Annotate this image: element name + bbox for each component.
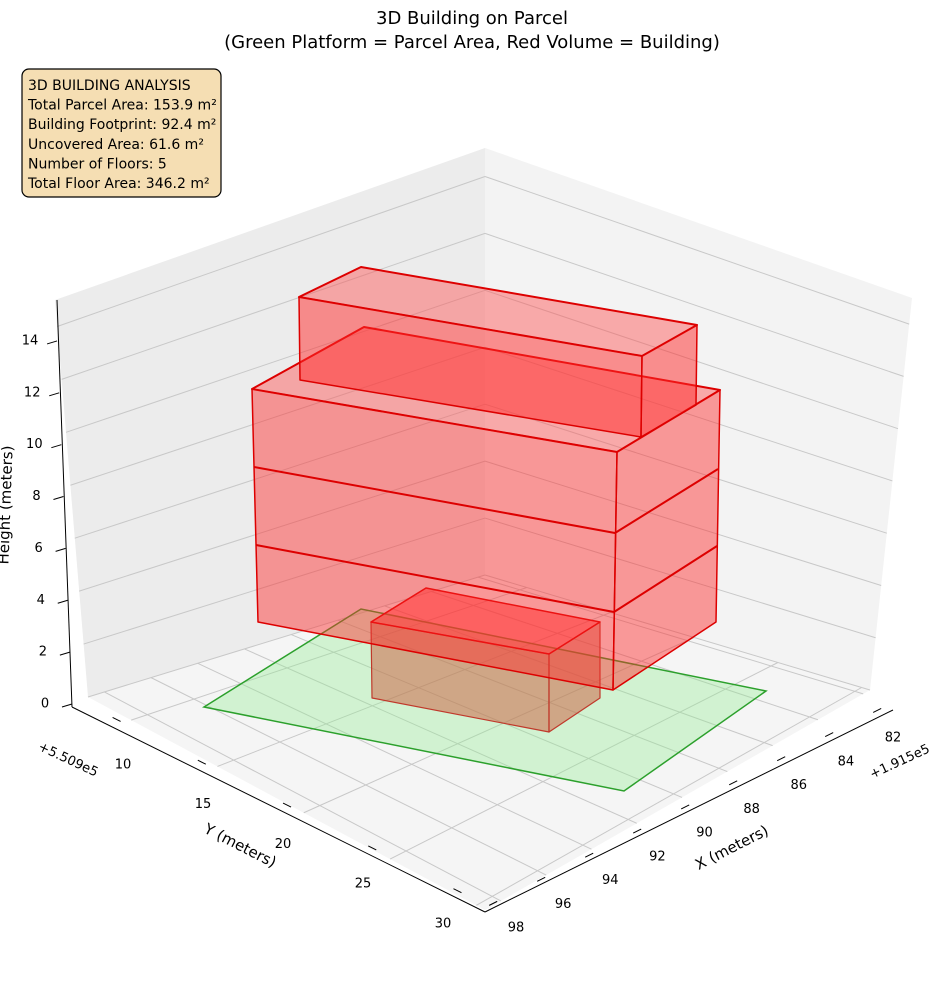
- z-tick: [57, 599, 68, 604]
- y-tick: [112, 716, 121, 722]
- grid-line: [476, 687, 862, 906]
- z-tick-label: 4: [37, 593, 45, 608]
- y-tick-label: 10: [115, 757, 132, 772]
- z-axis-label: Height (meters): [0, 445, 17, 565]
- x-tick-label: 82: [885, 731, 902, 746]
- annotation-box: 3D BUILDING ANALYSIS Total Parcel Area: 1…: [21, 68, 222, 198]
- y-axis-label: Y (meters): [200, 819, 279, 871]
- x-tick: [536, 876, 546, 882]
- annotation-line: Uncovered Area: 61.6 m²: [28, 137, 204, 153]
- x-tick-label: 88: [743, 802, 760, 817]
- right-pane: [485, 148, 912, 690]
- x-tick: [488, 900, 498, 906]
- grid-line: [79, 460, 486, 592]
- z-tick-label: 12: [24, 385, 41, 400]
- x-tick: [680, 804, 690, 810]
- grid-line: [484, 232, 904, 377]
- building-face: [640, 324, 698, 438]
- z-tick-label: 10: [26, 437, 43, 452]
- z-tick: [49, 392, 60, 397]
- building: [251, 266, 721, 733]
- annotation-line: Number of Floors: 5: [28, 156, 167, 172]
- grid-line: [303, 637, 695, 814]
- x-tick-label: 98: [508, 921, 525, 936]
- x-axis-line: [484, 709, 894, 913]
- annotation-line: 3D BUILDING ANALYSIS: [28, 78, 191, 94]
- grid-line: [244, 648, 637, 824]
- z-tick: [55, 547, 66, 552]
- y-tick-label: 30: [435, 917, 452, 932]
- x-tick-label: 84: [838, 754, 855, 769]
- z-tick: [51, 444, 62, 449]
- grid-line: [484, 460, 882, 586]
- z-axis-line: [56, 299, 73, 708]
- annotation-line: Total Parcel Area: 153.9 m²: [27, 98, 217, 114]
- z-tick: [53, 496, 64, 501]
- x-tick: [824, 732, 834, 738]
- x-tick-label: 92: [649, 849, 666, 864]
- x-tick-label: 90: [696, 826, 713, 841]
- grid-line: [65, 289, 486, 433]
- annotation-background: [21, 68, 222, 198]
- y-tick-label: 15: [195, 797, 212, 812]
- grid-line: [484, 574, 871, 691]
- z-tick: [59, 651, 71, 656]
- grid-line: [197, 662, 592, 850]
- x-tick: [728, 780, 738, 786]
- grid-line: [150, 677, 547, 876]
- left-pane: [55, 148, 485, 697]
- grid-line: [484, 517, 876, 639]
- y-tick-label: 20: [275, 837, 292, 852]
- x-tick: [776, 756, 786, 762]
- x-tick-label: 96: [555, 897, 572, 912]
- annotation-line: Building Footprint: 92.4 m²: [28, 117, 216, 133]
- z-tick-label: 6: [34, 541, 42, 556]
- panes: [55, 148, 912, 910]
- z-tick-label: 2: [39, 645, 47, 660]
- z-tick-label: 0: [41, 697, 49, 712]
- z-tick: [46, 340, 58, 345]
- chart-subtitle: (Green Platform = Parcel Area, Red Volum…: [224, 32, 720, 53]
- x-offset: +1.915e5: [868, 742, 933, 783]
- y-offset: +5.509e5: [36, 740, 101, 781]
- y-axis-line: [71, 706, 486, 913]
- z-tick-label: 14: [22, 333, 39, 348]
- floor-line: [255, 544, 718, 613]
- z-tick: [61, 703, 73, 708]
- grid-line: [83, 517, 486, 645]
- x-tick: [584, 852, 594, 858]
- grid-line: [484, 403, 887, 534]
- y-tick: [282, 802, 292, 808]
- grid-line: [61, 232, 486, 380]
- building-face: [370, 587, 601, 655]
- y-tick-label: 25: [355, 877, 372, 892]
- grid-line: [389, 662, 779, 860]
- annotation-line: Total Floor Area: 346.2 m²: [27, 176, 210, 192]
- grid-line: [477, 576, 864, 695]
- grid-line: [57, 175, 486, 327]
- z-tick-label: 8: [32, 489, 40, 504]
- grid-line: [104, 691, 502, 902]
- chart-title: 3D Building on Parcel: [376, 8, 568, 29]
- y-tick: [368, 845, 377, 851]
- y-tick: [197, 759, 207, 765]
- x-tick: [632, 828, 642, 834]
- x-tick: [872, 707, 882, 713]
- x-tick-label: 86: [791, 778, 808, 793]
- axes: [56, 299, 894, 913]
- floor-line: [253, 466, 719, 534]
- floor-pane: [88, 575, 870, 910]
- grid-line: [484, 175, 910, 325]
- x-tick-label: 94: [602, 873, 619, 888]
- y-tick: [453, 888, 462, 894]
- grid: [57, 175, 910, 906]
